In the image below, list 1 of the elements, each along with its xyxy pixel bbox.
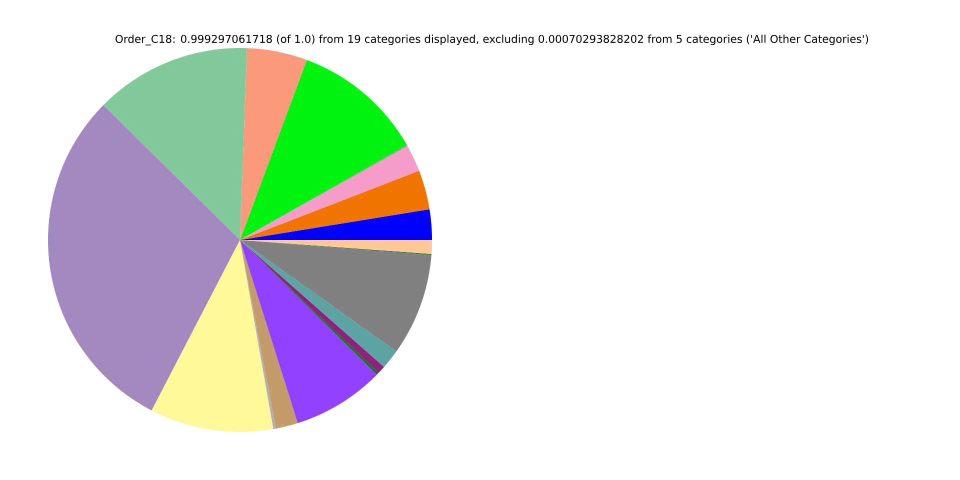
text: Order_C18: 0.999297061718 (of 1.0) from 19 categories displayed, excluding 0.00070293828202 from 5 categories ('All Other Categories'): [116, 34, 868, 46]
